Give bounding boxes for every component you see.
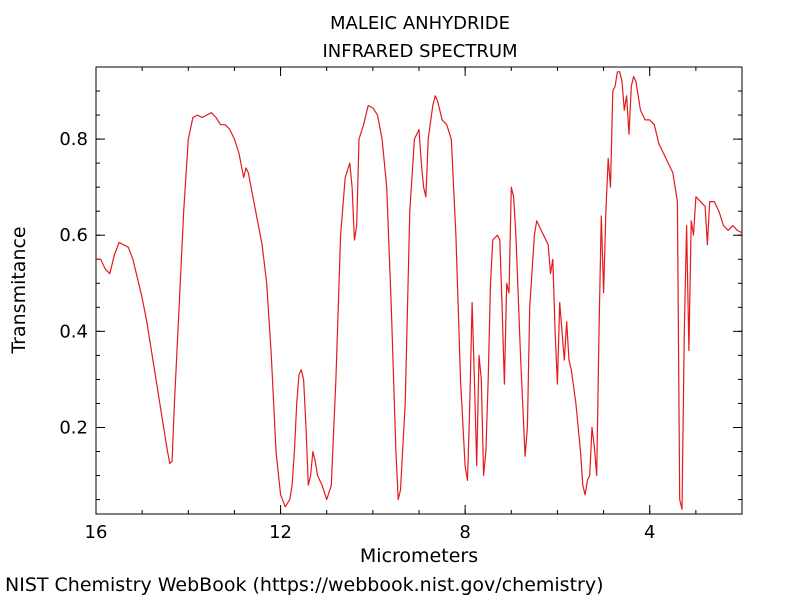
x-tick-label: 8	[459, 522, 470, 543]
x-axis-label: Micrometers	[360, 545, 478, 567]
source-credit: NIST Chemistry WebBook (https://webbook.…	[5, 574, 604, 596]
y-tick-label: 0.2	[59, 417, 88, 438]
y-tick-label: 0.4	[59, 321, 88, 342]
y-axis-label: Transmitance	[8, 226, 30, 354]
y-tick-label: 0.8	[59, 129, 88, 150]
y-tick-label: 0.6	[59, 225, 88, 246]
x-tick-label: 16	[85, 522, 108, 543]
chart-title: MALEIC ANHYDRIDE	[330, 13, 510, 34]
plot-area: 16 12 8 4 0.2 0.4 0.6 0.8	[59, 66, 743, 543]
x-tick-label: 4	[644, 522, 655, 543]
x-tick-label: 12	[269, 522, 292, 543]
chart-subtitle: INFRARED SPECTRUM	[322, 41, 517, 62]
spectrum-line	[96, 71, 743, 510]
